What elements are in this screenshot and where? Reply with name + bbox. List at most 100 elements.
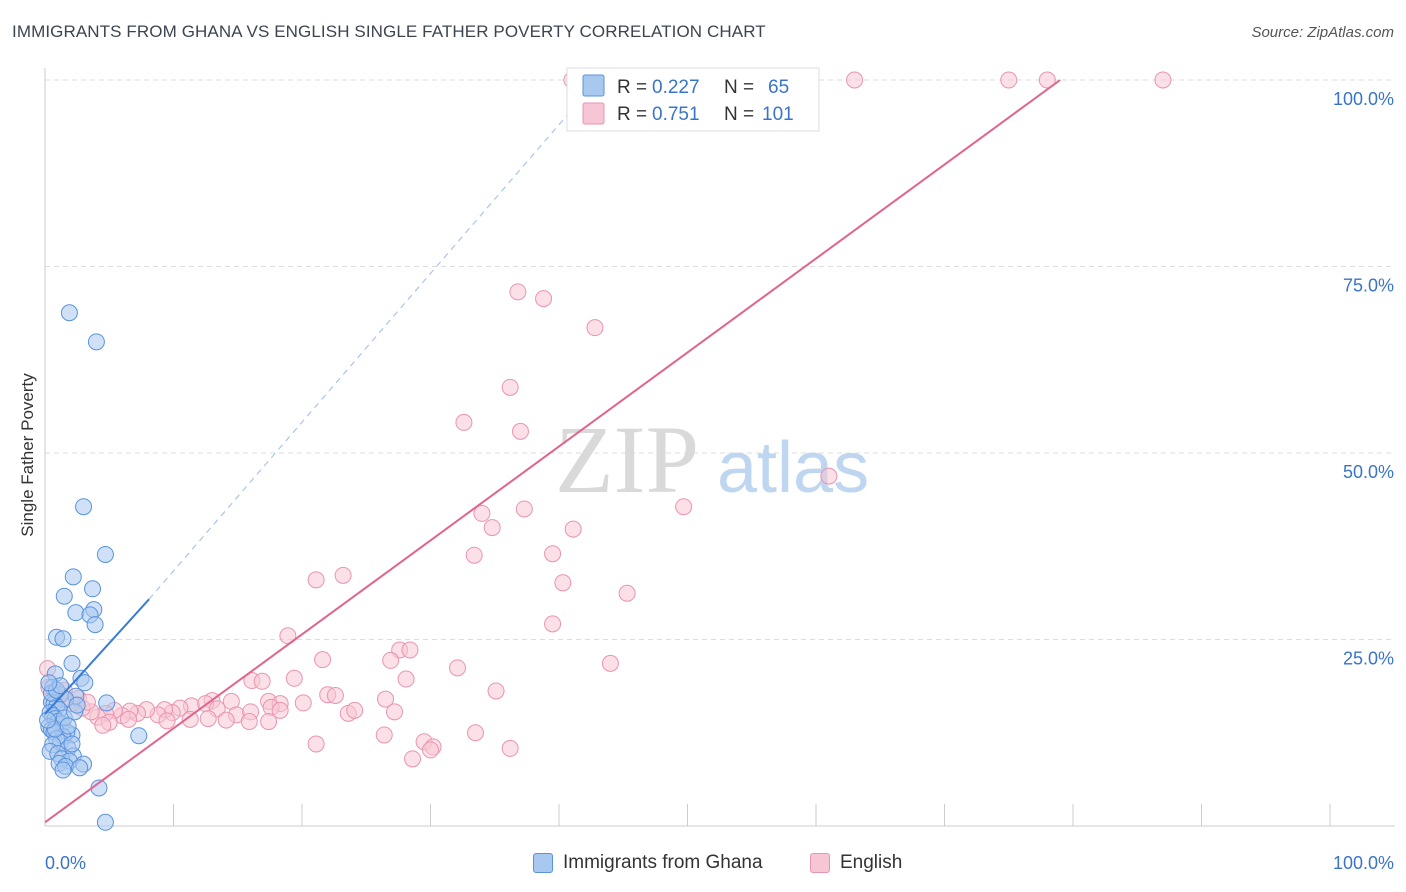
grid-lines	[45, 79, 1395, 640]
english-point	[1154, 71, 1172, 89]
trend-lines	[44, 79, 1061, 824]
x-tick-label: 0.0%	[45, 853, 86, 873]
ghana-point	[75, 498, 93, 516]
english-point	[483, 519, 501, 537]
english-point	[448, 659, 466, 677]
legend-box: R = 0.227 N = 65 R = 0.751 N = 101	[566, 67, 820, 132]
english-point	[675, 498, 693, 516]
bottom-legend: Immigrants from Ghana English	[0, 852, 1406, 878]
watermark: ZIP atlas	[555, 406, 869, 513]
english-point	[846, 71, 864, 89]
english-point	[601, 654, 619, 672]
english-point	[326, 686, 344, 704]
english-point	[820, 467, 838, 485]
watermark-zip: ZIP	[555, 406, 699, 513]
english-trend-line	[44, 79, 1061, 824]
axes	[44, 68, 1395, 827]
english-point	[618, 584, 636, 602]
legend-swatch-ghana	[582, 74, 605, 97]
source-label: Source: ZipAtlas.com	[1251, 24, 1394, 41]
english-point	[473, 504, 491, 522]
ghana-points	[39, 304, 148, 831]
english-point	[535, 290, 553, 308]
english-point	[158, 712, 176, 730]
legend-swatch-english-bottom	[810, 853, 830, 873]
legend-label-ghana: Immigrants from Ghana	[563, 852, 763, 873]
ghana-point	[60, 304, 78, 322]
ghana-point	[63, 735, 81, 753]
ghana-point	[87, 333, 105, 351]
legend-r-value-ghana: 0.227	[652, 77, 700, 98]
legend-n-label-ghana: N =	[724, 77, 754, 98]
y-tick-label: 75.0%	[1343, 276, 1394, 296]
english-point	[501, 739, 519, 757]
ghana-point	[96, 813, 114, 831]
ghana-point	[98, 694, 116, 712]
english-point	[375, 726, 393, 744]
english-point	[94, 716, 112, 734]
english-point	[509, 283, 527, 301]
english-point	[515, 500, 533, 518]
ghana-point	[40, 674, 58, 692]
legend-r-label-ghana: R =	[617, 77, 647, 98]
english-point	[465, 546, 483, 564]
english-point	[422, 741, 439, 759]
ghana-point	[63, 654, 81, 672]
english-point	[199, 710, 217, 728]
english-point	[377, 690, 395, 708]
english-point	[404, 750, 422, 768]
legend-item-english[interactable]: English	[810, 852, 902, 874]
english-point	[307, 735, 325, 753]
y-tick-label: 50.0%	[1343, 462, 1394, 482]
english-point	[586, 319, 604, 337]
ghana-point	[55, 587, 73, 605]
english-point	[466, 724, 484, 742]
ghana-trend-line	[44, 598, 150, 715]
ghana-point	[68, 696, 86, 714]
ghana-point	[76, 674, 94, 692]
legend-label-english: English	[840, 852, 903, 873]
legend-swatch-ghana-bottom	[533, 853, 553, 873]
y-tick-label: 100.0%	[1333, 89, 1394, 109]
english-point	[386, 703, 404, 721]
ghana-point	[130, 727, 148, 745]
english-point	[240, 713, 258, 731]
english-point	[1038, 71, 1056, 89]
ghana-point	[67, 604, 85, 622]
english-point	[346, 701, 364, 719]
english-point	[382, 651, 400, 669]
english-point	[1000, 71, 1018, 89]
legend-swatch-english	[582, 102, 605, 125]
english-point	[181, 710, 199, 728]
english-point	[334, 566, 352, 584]
ghana-point	[86, 616, 104, 634]
legend-item-ghana[interactable]: Immigrants from Ghana	[533, 852, 763, 874]
legend-frame	[566, 67, 820, 132]
legend-r-value-english: 0.751	[652, 104, 700, 125]
y-tick-label: 25.0%	[1343, 649, 1394, 669]
legend-n-label-english: N =	[724, 104, 754, 125]
watermark-atlas: atlas	[717, 428, 869, 508]
ghana-point	[84, 580, 102, 598]
chart-title: IMMIGRANTS FROM GHANA VS ENGLISH SINGLE …	[12, 22, 766, 41]
ghana-point	[59, 717, 77, 735]
english-point	[544, 545, 562, 563]
ghana-point	[39, 711, 57, 729]
english-point	[544, 615, 562, 633]
english-point	[314, 651, 332, 669]
english-point	[307, 571, 325, 589]
english-point	[120, 710, 138, 728]
english-point	[253, 672, 271, 690]
english-point	[294, 694, 312, 712]
x-tick-label: 100.0%	[1333, 853, 1394, 873]
ghana-point	[71, 759, 89, 777]
ghana-point	[64, 568, 82, 586]
ghana-point	[96, 545, 114, 563]
english-point	[260, 713, 278, 731]
english-point	[501, 378, 519, 396]
english-points	[39, 71, 1172, 768]
english-point	[455, 413, 473, 431]
ghana-trend-extension	[148, 109, 573, 600]
ghana-point	[54, 630, 72, 648]
